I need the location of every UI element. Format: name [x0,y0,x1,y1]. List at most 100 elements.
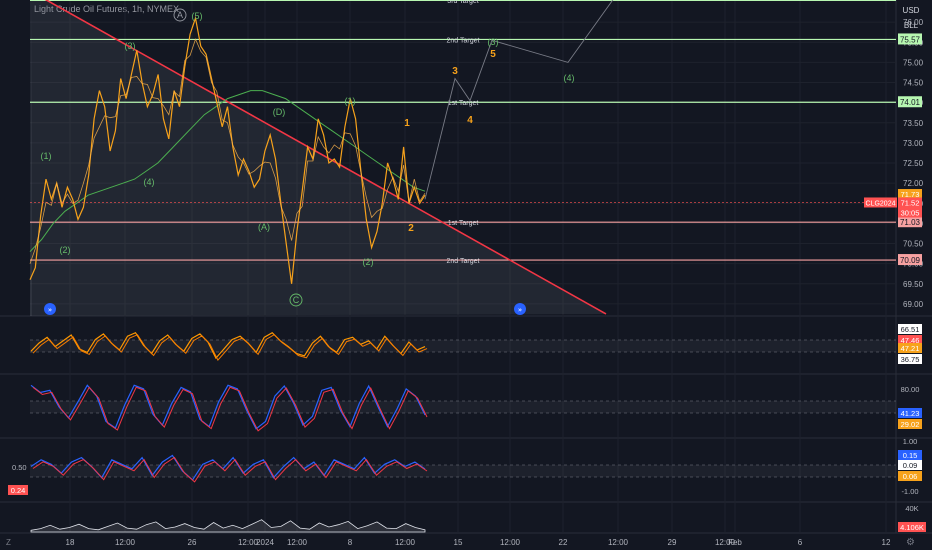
scroll-marker-glyph: » [48,306,52,314]
wave-label: (3) [125,41,136,51]
price-tag [898,216,922,228]
rsi-tag [898,343,922,353]
chart-title: Light Crude Oil Futures, 1h, NYMEX [34,4,180,14]
x-tick-label: 12:00 [238,538,259,547]
x-tick-label: 18 [66,538,75,547]
wave-label: (D) [273,107,286,117]
shaded-zone-edge [30,0,32,317]
downtrend-line [44,0,607,315]
stoch-band [30,401,896,413]
wave-label: 5 [490,49,496,60]
wave-label: A [177,10,183,20]
macd-tag [898,450,922,460]
scroll-marker-icon[interactable] [44,303,56,315]
y-tick-label: 70.50 [903,240,924,249]
x-tick-label: 29 [668,538,677,547]
wave-label: (A) [258,222,270,232]
target-label: 1st Target [448,220,479,227]
wave-label: 4 [467,115,473,126]
y-tick-label: 69.50 [903,280,924,289]
macd-tag-text: 1.00 [903,437,918,446]
volume-tag-text: 4.106K [900,523,924,532]
stoch-tag [898,408,922,418]
x-tick-label: 12:00 [608,538,629,547]
wave-label: (3) [488,37,499,47]
price-tag-text: 71.03 [900,218,921,227]
settings-gear-icon[interactable]: ⚙ [906,537,915,548]
y-tick-label: 73.50 [903,119,924,128]
wave-projection-line [424,0,614,200]
macd-left-tag-text: 0.24 [11,486,26,495]
macd-left-tag [8,485,28,495]
x-tick-label: 26 [188,538,197,547]
x-tick-label: 22 [559,538,568,547]
price-tag-text: 74.01 [900,98,921,107]
rsi-tag-text: 47.21 [901,344,920,353]
macd-left-label: 0.50 [12,463,27,472]
rsi-tag-text: 36.75 [901,355,920,364]
macd-tag-text: 0.06 [903,472,918,481]
price-tag [898,254,922,266]
volume-tag-text: 40K [905,504,918,513]
stoch-tag-text: 29.02 [901,420,920,429]
target-label: 1st Target [448,100,479,107]
target-label: 2nd Target [447,37,480,44]
x-tick-label: 6 [798,538,803,547]
rsi-tag-text: 66.51 [901,325,920,334]
rsi-tag-text: 47.46 [901,336,920,345]
rsi-tag [898,335,922,345]
y-tick-label: 73.00 [903,139,924,148]
rsi-tag [898,354,922,364]
macd-tag-text: 0.15 [903,451,918,460]
y-tick-label: 74.50 [903,79,924,88]
price-tag-text: 70.09 [900,256,921,265]
y-tick-label: 75.00 [903,58,924,67]
shaded-zone [30,0,606,316]
stoch-tag [898,419,922,429]
wave-label: (2) [60,245,71,255]
x-tick-label: 2024 [256,538,274,547]
x-tick-label: 12:00 [395,538,416,547]
price-tag [898,33,922,45]
currency-label[interactable]: USD [902,6,920,15]
unit-label: BLL [903,21,919,30]
wave-label: 1 [404,118,410,129]
rsi-line-b [32,334,428,361]
wave-label: (1) [41,151,52,161]
wave-label: (5) [192,11,203,21]
volume-area [30,519,426,533]
macd-band [30,465,896,477]
x-tick-label: 12:00 [115,538,136,547]
price-tag [898,96,922,108]
volume-tag [898,522,926,532]
x-tick-label: 12:00 [287,538,308,547]
target-label: 2nd Target [447,258,480,265]
wave-label: 3 [452,66,458,77]
timezone-z-icon[interactable]: Z [6,538,11,547]
x-tick-label: 12:00 [715,538,736,547]
scroll-marker-icon[interactable] [514,303,526,315]
x-tick-label: 15 [454,538,463,547]
symbol-badge-text: CLG2024 [866,200,896,207]
x-tick-label: Feb [728,538,742,547]
price-smoothed-line [29,38,426,264]
stoch-tag-text: 41.23 [901,409,920,418]
wave-label: (4) [564,73,575,83]
target-label-top: 3rd Target [447,0,478,5]
wave-label: (1) [345,96,356,106]
macd-tag [898,460,922,470]
price-badge [898,189,922,200]
macd-tag [898,471,922,481]
y-tick-label: 76.00 [903,18,924,27]
x-tick-label: 12 [882,538,891,547]
x-tick-label: 12:00 [500,538,521,547]
wave-label-circle [173,8,187,22]
symbol-badge [864,197,897,208]
rsi-band [30,340,896,352]
scroll-marker-glyph: » [518,306,522,314]
price-badge-text: 71.52 [901,198,920,207]
price-badge-text: 71.73 [901,190,920,199]
price-badge [898,197,922,208]
macd-tag-text: -1.00 [901,487,918,496]
